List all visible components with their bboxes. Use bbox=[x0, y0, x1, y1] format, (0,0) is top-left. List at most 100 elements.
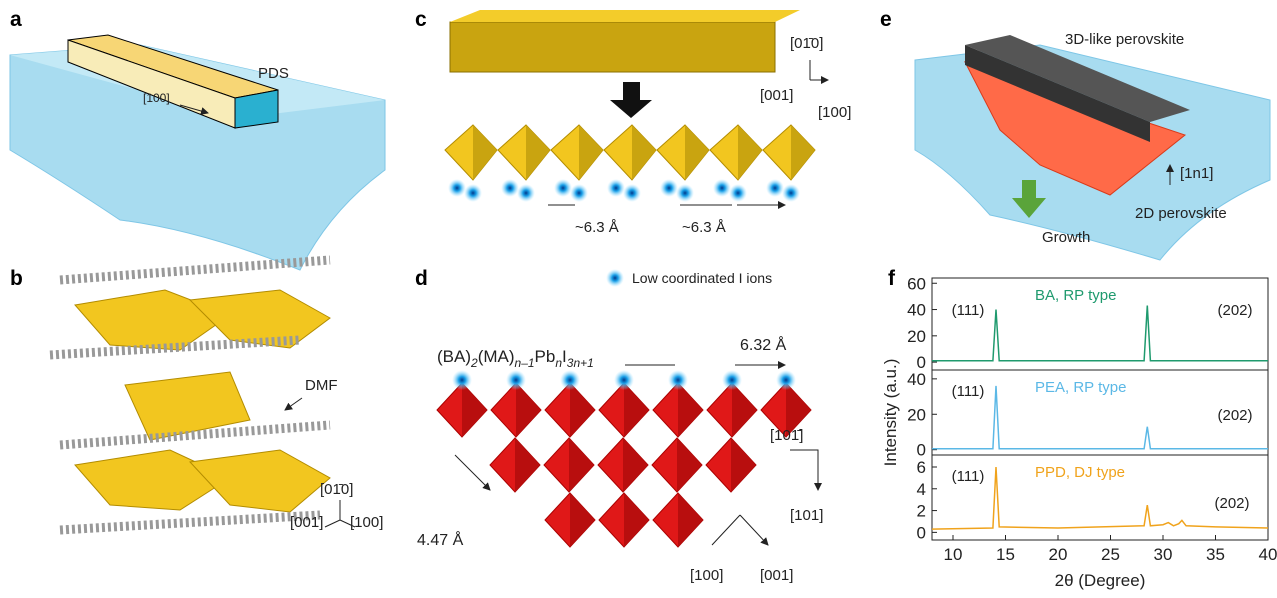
ion bbox=[766, 179, 784, 197]
octahedron-face bbox=[677, 438, 702, 492]
octahedra-grid bbox=[437, 370, 811, 547]
ion bbox=[623, 184, 641, 202]
formula-part: Pb bbox=[535, 347, 556, 366]
formula: (BA)2(MA)n–1PbnI3n+1 bbox=[437, 347, 594, 370]
peak-label: (111) bbox=[952, 468, 985, 485]
panel-c: c [01̄0] [001] [100] ~6.3 Å ~6.3 Å bbox=[415, 8, 851, 236]
dir-text: [101] bbox=[790, 507, 823, 524]
ion bbox=[676, 184, 694, 202]
peak-label: (111) bbox=[952, 302, 985, 319]
ion bbox=[517, 184, 535, 202]
ion bbox=[668, 370, 688, 390]
x-tick-label: 25 bbox=[1101, 545, 1120, 564]
y-tick-label: 0 bbox=[917, 523, 926, 542]
octahedron-face bbox=[516, 383, 541, 437]
axis-text: [01̄0] bbox=[320, 481, 353, 498]
top-text: 3D-like perovskite bbox=[1065, 31, 1184, 48]
octahedron-face bbox=[623, 438, 648, 492]
ion bbox=[729, 184, 747, 202]
octahedron-face bbox=[738, 125, 762, 180]
y-tick-label: 40 bbox=[907, 370, 926, 389]
axis-text: [01̄0] bbox=[790, 35, 823, 52]
dir-text: [001] bbox=[760, 567, 793, 584]
panel-a: a PDS [100] bbox=[10, 8, 385, 270]
octahedron-face bbox=[678, 383, 703, 437]
dir-text: [100] bbox=[690, 567, 723, 584]
y-tick-label: 20 bbox=[907, 405, 926, 424]
ion bbox=[614, 370, 634, 390]
y-tick-label: 20 bbox=[907, 327, 926, 346]
octahedron-face bbox=[515, 438, 540, 492]
axes bbox=[810, 60, 828, 80]
slab bbox=[125, 372, 250, 440]
chain-top bbox=[450, 10, 800, 22]
direction-text: [100] bbox=[143, 91, 170, 105]
y-tick-label: 40 bbox=[907, 301, 926, 320]
dmf-text: DMF bbox=[305, 377, 338, 394]
peak-label: (202) bbox=[1217, 302, 1252, 319]
ion bbox=[782, 184, 800, 202]
ion-icon bbox=[606, 269, 624, 287]
spacing-text: ~6.3 Å bbox=[682, 219, 726, 236]
spacing-text: ~6.3 Å bbox=[575, 219, 619, 236]
growth-text: Growth bbox=[1042, 229, 1090, 246]
spacing-text: 4.47 Å bbox=[417, 530, 464, 549]
octahedron-face bbox=[624, 493, 649, 547]
ion bbox=[776, 370, 796, 390]
series-label: PPD, DJ type bbox=[1035, 464, 1125, 481]
y-axis-label: Intensity (a.u.) bbox=[881, 359, 900, 467]
octahedron-face bbox=[526, 125, 550, 180]
y-tick-label: 0 bbox=[917, 441, 926, 460]
panel-label: e bbox=[880, 8, 892, 31]
arrow bbox=[455, 455, 490, 490]
panel-e: e 3D-like perovskite [1n1] 2D perovskite… bbox=[880, 8, 1270, 260]
ion bbox=[501, 179, 519, 197]
chain bbox=[450, 22, 775, 72]
legend-text: Low coordinated I ions bbox=[632, 270, 772, 286]
peak-label: (202) bbox=[1217, 407, 1252, 424]
dir-text: [1n1] bbox=[1180, 165, 1213, 182]
peak-label: (111) bbox=[952, 383, 985, 400]
octahedron-face bbox=[570, 383, 595, 437]
panel-b: b DMF [01̄0] [001] [100] bbox=[10, 260, 383, 531]
x-tick-label: 15 bbox=[996, 545, 1015, 564]
panel-d: d Low coordinated I ions (BA)2(MA)n–1Pbn… bbox=[415, 267, 823, 584]
x-tick-label: 35 bbox=[1206, 545, 1225, 564]
octahedra-row bbox=[445, 125, 815, 202]
axis-text: [001] bbox=[760, 87, 793, 104]
ion bbox=[713, 179, 731, 197]
ion bbox=[560, 370, 580, 390]
ion bbox=[464, 184, 482, 202]
octahedron-face bbox=[462, 383, 487, 437]
arrow bbox=[790, 450, 818, 490]
series-label: PEA, RP type bbox=[1035, 379, 1126, 396]
formula-sub: n–1 bbox=[515, 356, 535, 370]
octahedron-face bbox=[678, 493, 703, 547]
ion bbox=[607, 179, 625, 197]
formula-part: (BA) bbox=[437, 347, 471, 366]
octahedron-face bbox=[473, 125, 497, 180]
peak-label: (202) bbox=[1214, 495, 1249, 512]
y-tick-label: 6 bbox=[917, 458, 926, 477]
figure: a PDS [100] b DMF [01̄0] [001] [100] c [… bbox=[0, 0, 1277, 593]
arrow bbox=[285, 398, 302, 410]
x-tick-label: 40 bbox=[1259, 545, 1277, 564]
slab bbox=[190, 450, 330, 512]
x-tick-label: 20 bbox=[1049, 545, 1068, 564]
y-tick-label: 2 bbox=[917, 502, 926, 521]
down-arrow bbox=[610, 82, 652, 118]
ion bbox=[506, 370, 526, 390]
panel-label: f bbox=[888, 267, 896, 290]
x-tick-label: 30 bbox=[1154, 545, 1173, 564]
octahedron-face bbox=[632, 125, 656, 180]
octahedron-face bbox=[570, 493, 595, 547]
series-label: BA, RP type bbox=[1035, 287, 1116, 304]
octahedron-face bbox=[685, 125, 709, 180]
panel-label: c bbox=[415, 8, 427, 31]
dir-text: [101̄] bbox=[770, 427, 803, 444]
spacing-text: 6.32 Å bbox=[740, 335, 787, 354]
ion bbox=[448, 179, 466, 197]
formula-sub: 3n+1 bbox=[567, 356, 594, 370]
panel-label: a bbox=[10, 8, 22, 31]
axis-text: [100] bbox=[350, 514, 383, 531]
